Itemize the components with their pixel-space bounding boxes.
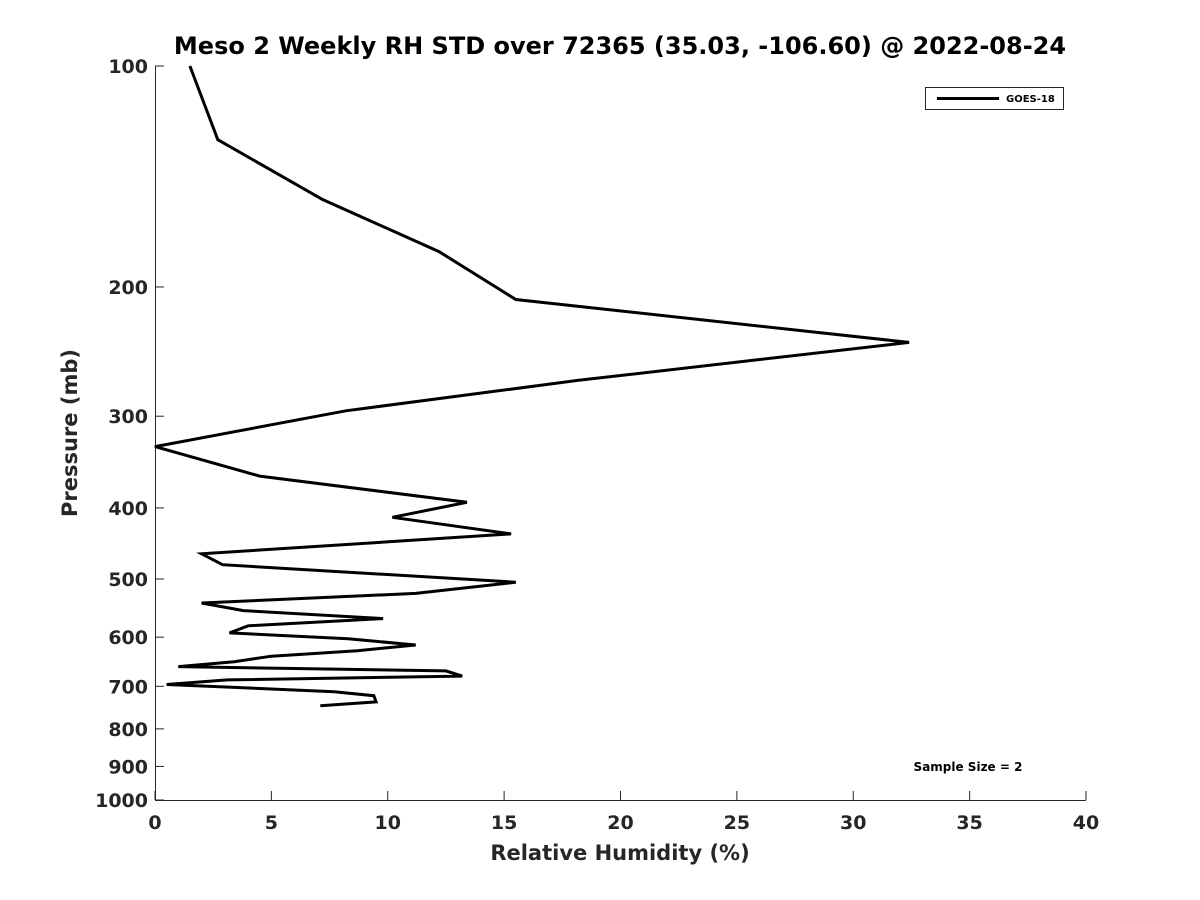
x-tick-label: 40 bbox=[1073, 812, 1099, 834]
y-tick-label: 1000 bbox=[95, 790, 148, 812]
x-tick-label: 5 bbox=[265, 812, 278, 834]
y-tick-label: 400 bbox=[108, 498, 148, 520]
legend: GOES-18 bbox=[925, 87, 1064, 110]
x-tick-label: 20 bbox=[607, 812, 633, 834]
y-tick-label: 200 bbox=[108, 277, 148, 299]
x-tick-label: 30 bbox=[840, 812, 866, 834]
y-tick-label: 600 bbox=[108, 627, 148, 649]
x-tick-label: 25 bbox=[724, 812, 750, 834]
x-tick-label: 15 bbox=[491, 812, 517, 834]
y-axis-label: Pressure (mb) bbox=[58, 349, 82, 517]
x-tick-label: 10 bbox=[375, 812, 401, 834]
y-tick-label: 500 bbox=[108, 569, 148, 591]
x-axis-label: Relative Humidity (%) bbox=[490, 841, 749, 865]
series-line bbox=[154, 65, 910, 708]
y-tick-label: 100 bbox=[108, 56, 148, 78]
y-tick-label: 900 bbox=[108, 756, 148, 778]
y-axis-ticks: 100 200 300 400 500 600 700 800 900 1000 bbox=[95, 56, 164, 812]
sample-size-annotation: Sample Size = 2 bbox=[914, 760, 1023, 774]
chart-title: Meso 2 Weekly RH STD over 72365 (35.03, … bbox=[174, 32, 1066, 60]
x-tick-label: 0 bbox=[148, 812, 161, 834]
series-layer bbox=[154, 65, 910, 708]
x-tick-label: 35 bbox=[956, 812, 982, 834]
y-tick-label: 800 bbox=[108, 719, 148, 741]
y-tick-label: 700 bbox=[108, 676, 148, 698]
x-axis-ticks: 0 5 10 15 20 25 30 35 40 bbox=[148, 791, 1099, 834]
y-tick-label: 300 bbox=[108, 406, 148, 428]
legend-label: GOES-18 bbox=[1006, 94, 1055, 105]
